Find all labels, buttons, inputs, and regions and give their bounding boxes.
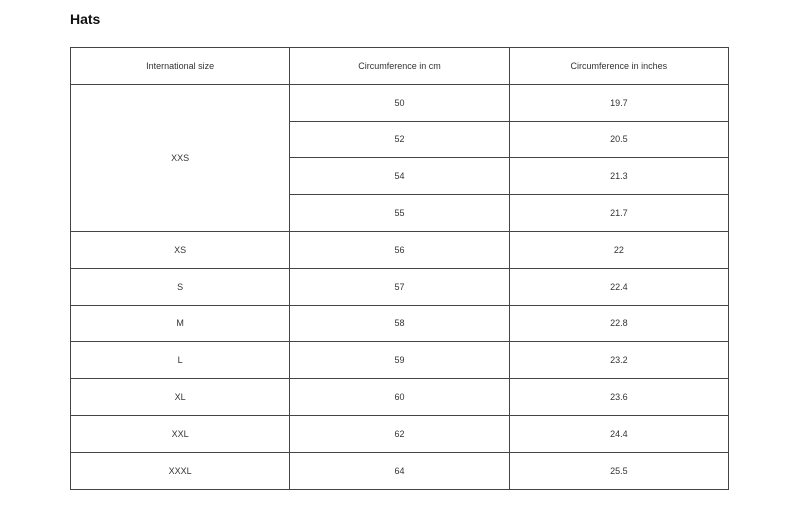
inches-cell: 22.4	[508, 267, 730, 306]
cm-cell: 54	[289, 157, 510, 196]
table-header-row: International size Circumference in cm C…	[69, 47, 730, 85]
size-cell: M	[69, 304, 291, 343]
header-international-size: International size	[69, 47, 291, 85]
size-cell: S	[69, 267, 291, 306]
hat-size-table: International size Circumference in cm C…	[69, 47, 730, 490]
table-row: 52 20.5	[71, 120, 730, 159]
cm-cell: 60	[289, 378, 510, 416]
cm-cell: 57	[289, 267, 510, 306]
cm-cell: 56	[289, 230, 510, 269]
table-row: 55 21.7	[71, 194, 730, 232]
header-circumference-inches: Circumference in inches	[508, 47, 730, 85]
size-cell: L	[69, 341, 291, 380]
size-cell: XXS	[69, 83, 291, 232]
inches-cell: 25.5	[508, 451, 730, 490]
inches-cell: 22.8	[508, 304, 730, 343]
table-row: M 58 22.8	[69, 304, 730, 343]
page-title: Hats	[70, 11, 101, 27]
size-cell: XS	[69, 230, 291, 269]
cm-cell: 58	[289, 304, 510, 343]
size-cell: XL	[69, 378, 291, 416]
cm-cell: 55	[289, 194, 510, 232]
cm-cell: 50	[289, 83, 510, 122]
table-row: S 57 22.4	[69, 267, 730, 306]
table-body: XXS 50 19.7 52 20.5 54 21.3 55 21.7 XS 56 22 S 57 22.4…	[69, 83, 730, 490]
inches-cell: 22	[508, 230, 730, 269]
table-row: XS 56 22	[69, 230, 730, 269]
cm-cell: 64	[289, 451, 510, 490]
inches-cell: 23.2	[508, 341, 730, 380]
table-row: XXXL 64 25.5	[69, 451, 730, 490]
inches-cell: 20.5	[508, 120, 730, 159]
inches-cell: 24.4	[508, 414, 730, 453]
size-cell: XXXL	[69, 451, 291, 490]
cm-cell: 62	[289, 414, 510, 453]
size-cell: XXL	[69, 414, 291, 453]
inches-cell: 23.6	[508, 378, 730, 416]
inches-cell: 21.7	[508, 194, 730, 232]
inches-cell: 19.7	[508, 83, 730, 122]
cm-cell: 59	[289, 341, 510, 380]
inches-cell: 21.3	[508, 157, 730, 196]
table-row: XXS 50 19.7	[69, 83, 730, 232]
header-circumference-cm: Circumference in cm	[289, 47, 510, 85]
cm-cell: 52	[289, 120, 510, 159]
table-row: XL 60 23.6	[69, 378, 730, 416]
table-row: L 59 23.2	[69, 341, 730, 380]
table-row: XXL 62 24.4	[69, 414, 730, 453]
